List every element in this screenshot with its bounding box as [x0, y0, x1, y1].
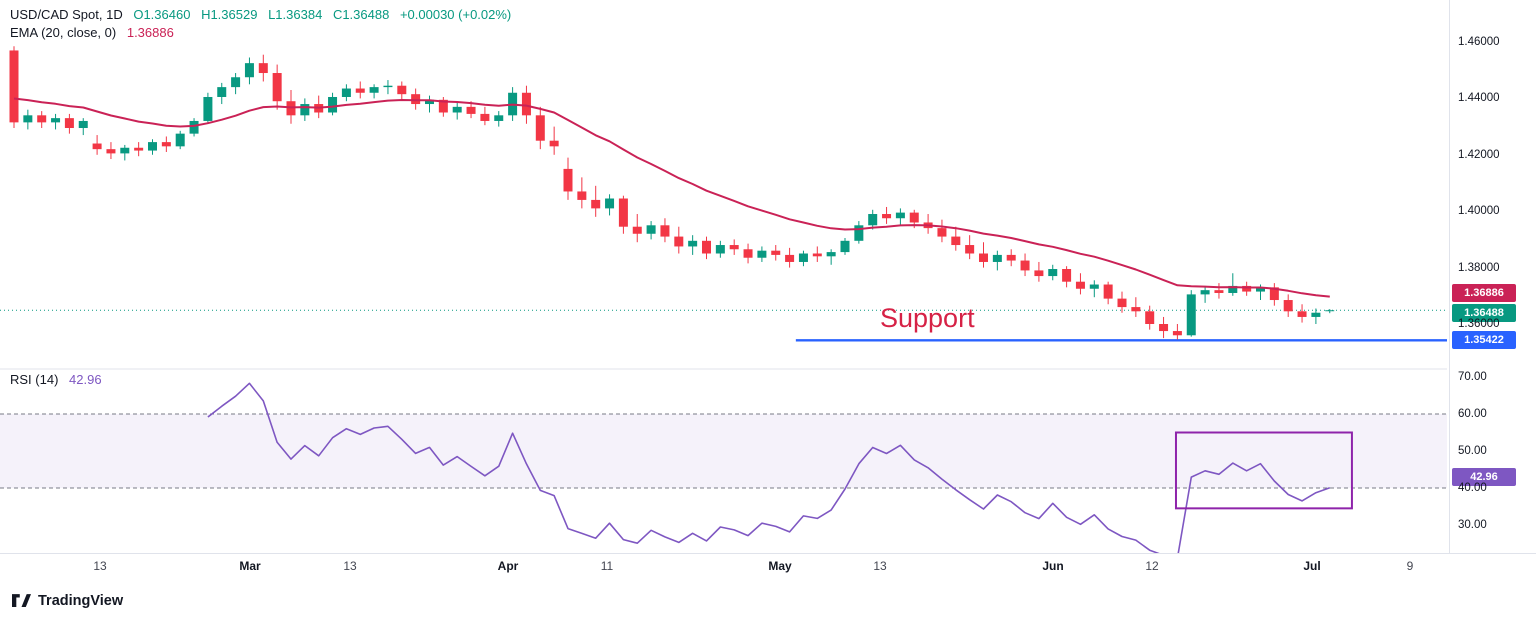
last-price-badge: 1.36488 [1452, 304, 1516, 323]
rsi-axis-tick: 30.00 [1458, 519, 1487, 531]
time-axis-label: 13 [343, 559, 357, 573]
time-axis-label: Jul [1303, 559, 1321, 573]
ohlc-open: O1.36460 [133, 7, 191, 22]
ema-price-badge: 1.36886 [1452, 284, 1516, 302]
time-axis-label: Mar [239, 559, 261, 573]
tradingview-attribution[interactable]: TradingView [12, 593, 123, 609]
rsi-label: RSI (14) [10, 372, 59, 387]
time-axis-label: Apr [497, 559, 519, 573]
rsi-axis-tick: 60.00 [1458, 408, 1487, 420]
support-annotation[interactable]: Support [880, 303, 975, 333]
time-axis-label: Jun [1042, 559, 1064, 573]
time-axis-label: 12 [1145, 559, 1159, 573]
price-axis-tick: 1.40000 [1458, 205, 1500, 218]
time-axis-label: 11 [600, 559, 614, 573]
ema-indicator-legend[interactable]: EMA (20, close, 0) 1.36886 [10, 25, 174, 40]
time-axis-label: 9 [1406, 559, 1414, 573]
ohlc-close: C1.36488 [332, 7, 390, 22]
support-price-badge: 1.35422 [1452, 331, 1516, 350]
rsi-axis-tick: 70.00 [1458, 371, 1487, 383]
ema-label: EMA (20, close, 0) [10, 25, 117, 40]
tradingview-brand-text: TradingView [38, 593, 124, 609]
rsi-axis-tick: 50.00 [1458, 445, 1487, 457]
symbol-legend: USD/CAD Spot, 1D O1.36460 H1.36529 L1.36… [10, 7, 511, 22]
ema-value: 1.36886 [126, 25, 174, 40]
time-axis-label: May [768, 559, 792, 573]
time-axis-label: 13 [873, 559, 887, 573]
ohlc-change: +0.00030 (+0.02%) [399, 7, 512, 22]
price-scale[interactable]: 1.36886 1.36488 1.35422 42.96 1.46000 1.4… [1450, 0, 1536, 553]
time-axis-label: 13 [93, 559, 107, 573]
tradingview-logo-icon [12, 594, 31, 608]
candlestick-chart-canvas[interactable] [0, 0, 1536, 592]
price-axis-tick: 1.42000 [1458, 148, 1500, 161]
price-axis-tick: 1.36000 [1458, 318, 1500, 330]
price-axis-tick: 1.46000 [1458, 36, 1500, 48]
rsi-value-badge: 42.96 [1452, 468, 1516, 487]
rsi-axis-tick: 40.00 [1458, 482, 1487, 494]
symbol-title[interactable]: USD/CAD Spot, 1D [10, 7, 123, 22]
rsi-value: 42.96 [69, 372, 102, 387]
price-axis-tick: 1.44000 [1458, 92, 1500, 105]
ohlc-high: H1.36529 [201, 7, 258, 22]
rsi-indicator-legend[interactable]: RSI (14) 42.96 [10, 372, 102, 387]
price-axis-tick: 1.38000 [1458, 261, 1500, 274]
time-scale[interactable]: 13 Mar 13 Apr 11 May 13 Jun 12 Jul 9 [0, 554, 1536, 584]
ohlc-low: L1.36384 [268, 7, 323, 22]
